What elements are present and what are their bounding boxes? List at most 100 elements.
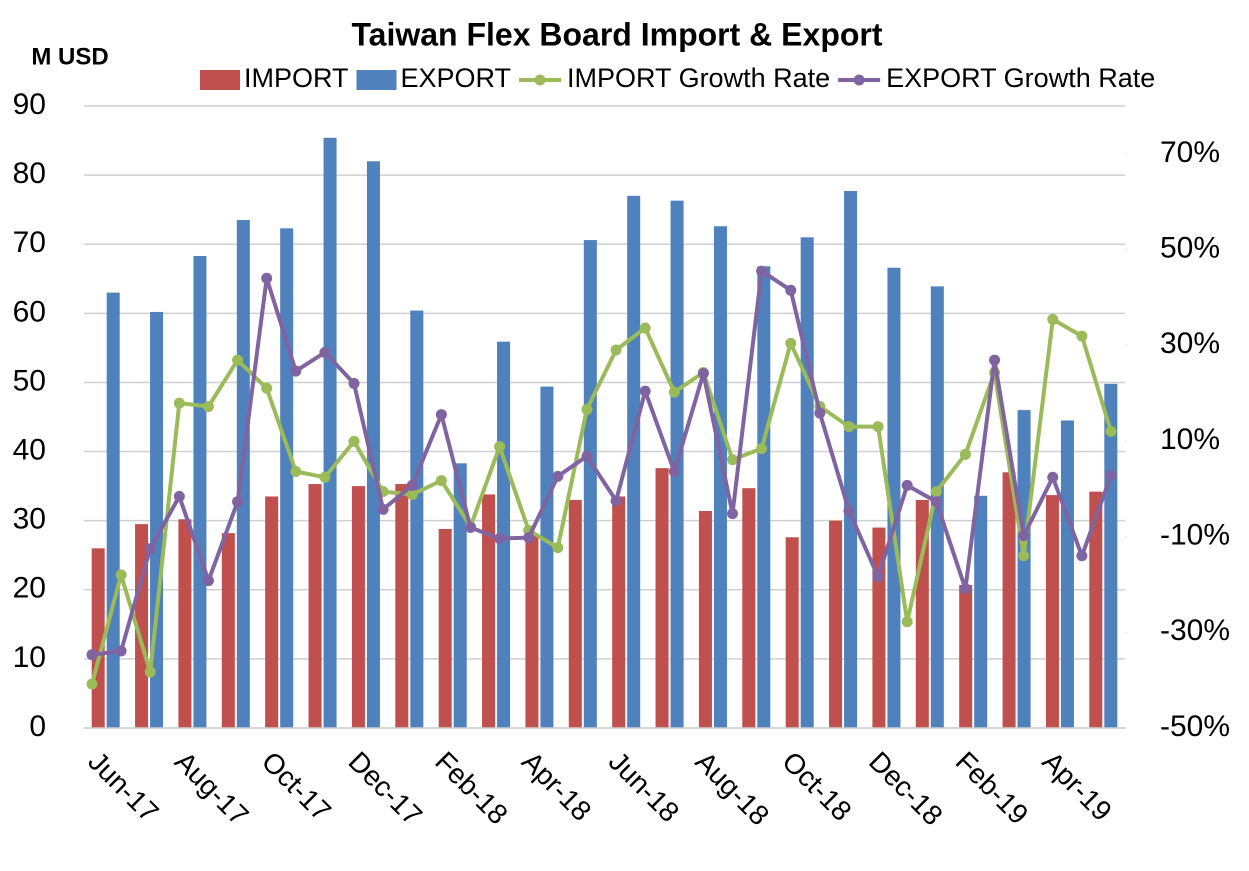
point (261, 382, 273, 394)
point (552, 470, 564, 482)
legend-marker (853, 74, 865, 86)
bar (540, 386, 554, 728)
point (756, 265, 768, 277)
x-tick-label: Jun-18 (603, 746, 685, 828)
bar (887, 267, 901, 728)
x-tick-label: Apr-18 (516, 746, 597, 827)
bar (1060, 420, 1074, 728)
legend-swatch (356, 70, 397, 90)
point (639, 385, 651, 397)
point (494, 441, 506, 453)
point (290, 365, 302, 377)
point (1076, 330, 1088, 342)
point (668, 466, 680, 478)
y-tick-label: 50 (13, 364, 46, 397)
y2-tick-label: 30% (1160, 327, 1220, 360)
point (552, 542, 564, 554)
point (1018, 550, 1030, 562)
point (290, 466, 302, 478)
x-tick-label: Jun-17 (82, 746, 164, 828)
bar (583, 240, 597, 728)
bar (221, 533, 235, 728)
point (872, 571, 884, 583)
bar (366, 161, 380, 729)
grid: 0 10 20 30 40 50 60 70 80 90 -50% -30% -10% 10% 30% 50%… (13, 88, 1230, 743)
bar (135, 524, 149, 728)
y2-tick-label: 70% (1160, 136, 1220, 169)
bar (757, 266, 771, 728)
x-tick-label: Aug-17 (169, 746, 255, 832)
x-tick-label: Oct-17 (256, 746, 337, 827)
point (843, 505, 855, 517)
y2-tick-label: -30% (1160, 614, 1230, 647)
y2-tick-label: 50% (1160, 231, 1220, 264)
point (86, 678, 98, 690)
y2-tick-label: -10% (1160, 519, 1230, 552)
point (959, 583, 971, 595)
point (377, 503, 389, 515)
point (1105, 469, 1117, 481)
point (348, 378, 360, 390)
x-tick-label: Feb-18 (429, 746, 514, 831)
bar (150, 311, 164, 728)
bar (482, 494, 496, 728)
bar (1045, 495, 1059, 728)
point (872, 421, 884, 433)
x-tick-label: Oct-18 (776, 746, 857, 827)
point (261, 272, 273, 284)
legend-label: IMPORT Growth Rate (567, 63, 830, 93)
point (1047, 471, 1059, 483)
point (494, 533, 506, 545)
legend-label: IMPORT (244, 63, 349, 93)
point (232, 354, 244, 366)
bar (525, 534, 539, 728)
bar (785, 537, 799, 728)
point (435, 475, 447, 487)
point (232, 496, 244, 508)
bar (438, 528, 452, 728)
legend-label: EXPORT (401, 63, 512, 93)
bar (106, 292, 120, 728)
point (173, 490, 185, 502)
bar (395, 484, 409, 728)
point (144, 543, 156, 555)
point (756, 443, 768, 455)
bar (1017, 410, 1031, 728)
point (814, 407, 826, 419)
point (901, 616, 913, 628)
y-tick-label: 30 (13, 503, 46, 536)
bar (742, 488, 756, 728)
bar (453, 463, 467, 728)
point (989, 354, 1001, 366)
bar (308, 484, 322, 728)
legend-label: EXPORT Growth Rate (886, 63, 1155, 93)
bar (698, 510, 712, 728)
plot-area: Jun-17 Aug-17 Oct-17 Dec-17 Feb-18 Apr-18 Jun-… (82, 137, 1125, 832)
point (202, 400, 214, 412)
point (173, 397, 185, 409)
point (668, 386, 680, 398)
bar (612, 496, 626, 728)
x-tick-label: Dec-18 (863, 746, 949, 832)
point (523, 532, 535, 544)
x-tick-label: Dec-17 (342, 746, 428, 832)
point (115, 645, 127, 657)
point (144, 666, 156, 678)
point (406, 489, 418, 501)
y-tick-label: 0 (29, 710, 46, 743)
bar (655, 468, 669, 728)
bar (1002, 472, 1016, 728)
y-tick-label: 80 (13, 157, 46, 190)
y2-tick-label: 10% (1160, 423, 1220, 456)
point (1105, 425, 1117, 437)
y-tick-label: 20 (13, 572, 46, 605)
line (90, 317, 1113, 685)
point (727, 454, 739, 466)
bar (323, 137, 337, 728)
bar (800, 237, 814, 729)
point (202, 575, 214, 587)
point (843, 421, 855, 433)
bar (265, 496, 279, 728)
y-tick-label: 60 (13, 295, 46, 328)
